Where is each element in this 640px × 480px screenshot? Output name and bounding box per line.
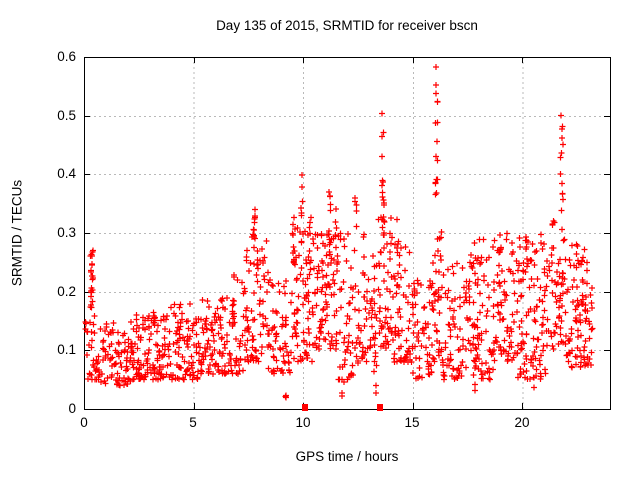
x-tick-label: 0 [80,415,88,430]
zero-markers [302,404,383,411]
y-tick-label: 0.2 [57,284,76,299]
plot-border [84,57,611,410]
scatter-points [82,64,596,401]
x-tick-label: 10 [295,415,311,430]
x-tick-label: 5 [189,415,197,430]
y-tick-label: 0 [68,401,76,416]
x-axis-label: GPS time / hours [295,449,399,464]
y-tick-label: 0.3 [57,225,76,240]
y-tick-label: 0.5 [57,108,76,123]
x-tick-label: 15 [404,415,420,430]
y-tick-label: 0.4 [57,166,76,181]
x-tick-label: 20 [514,415,530,430]
y-tick-label: 0.6 [57,49,76,64]
y-tick-label: 0.1 [57,342,76,357]
chart-title: Day 135 of 2015, SRMTID for receiver bsc… [216,18,478,33]
gridlines [84,57,610,409]
